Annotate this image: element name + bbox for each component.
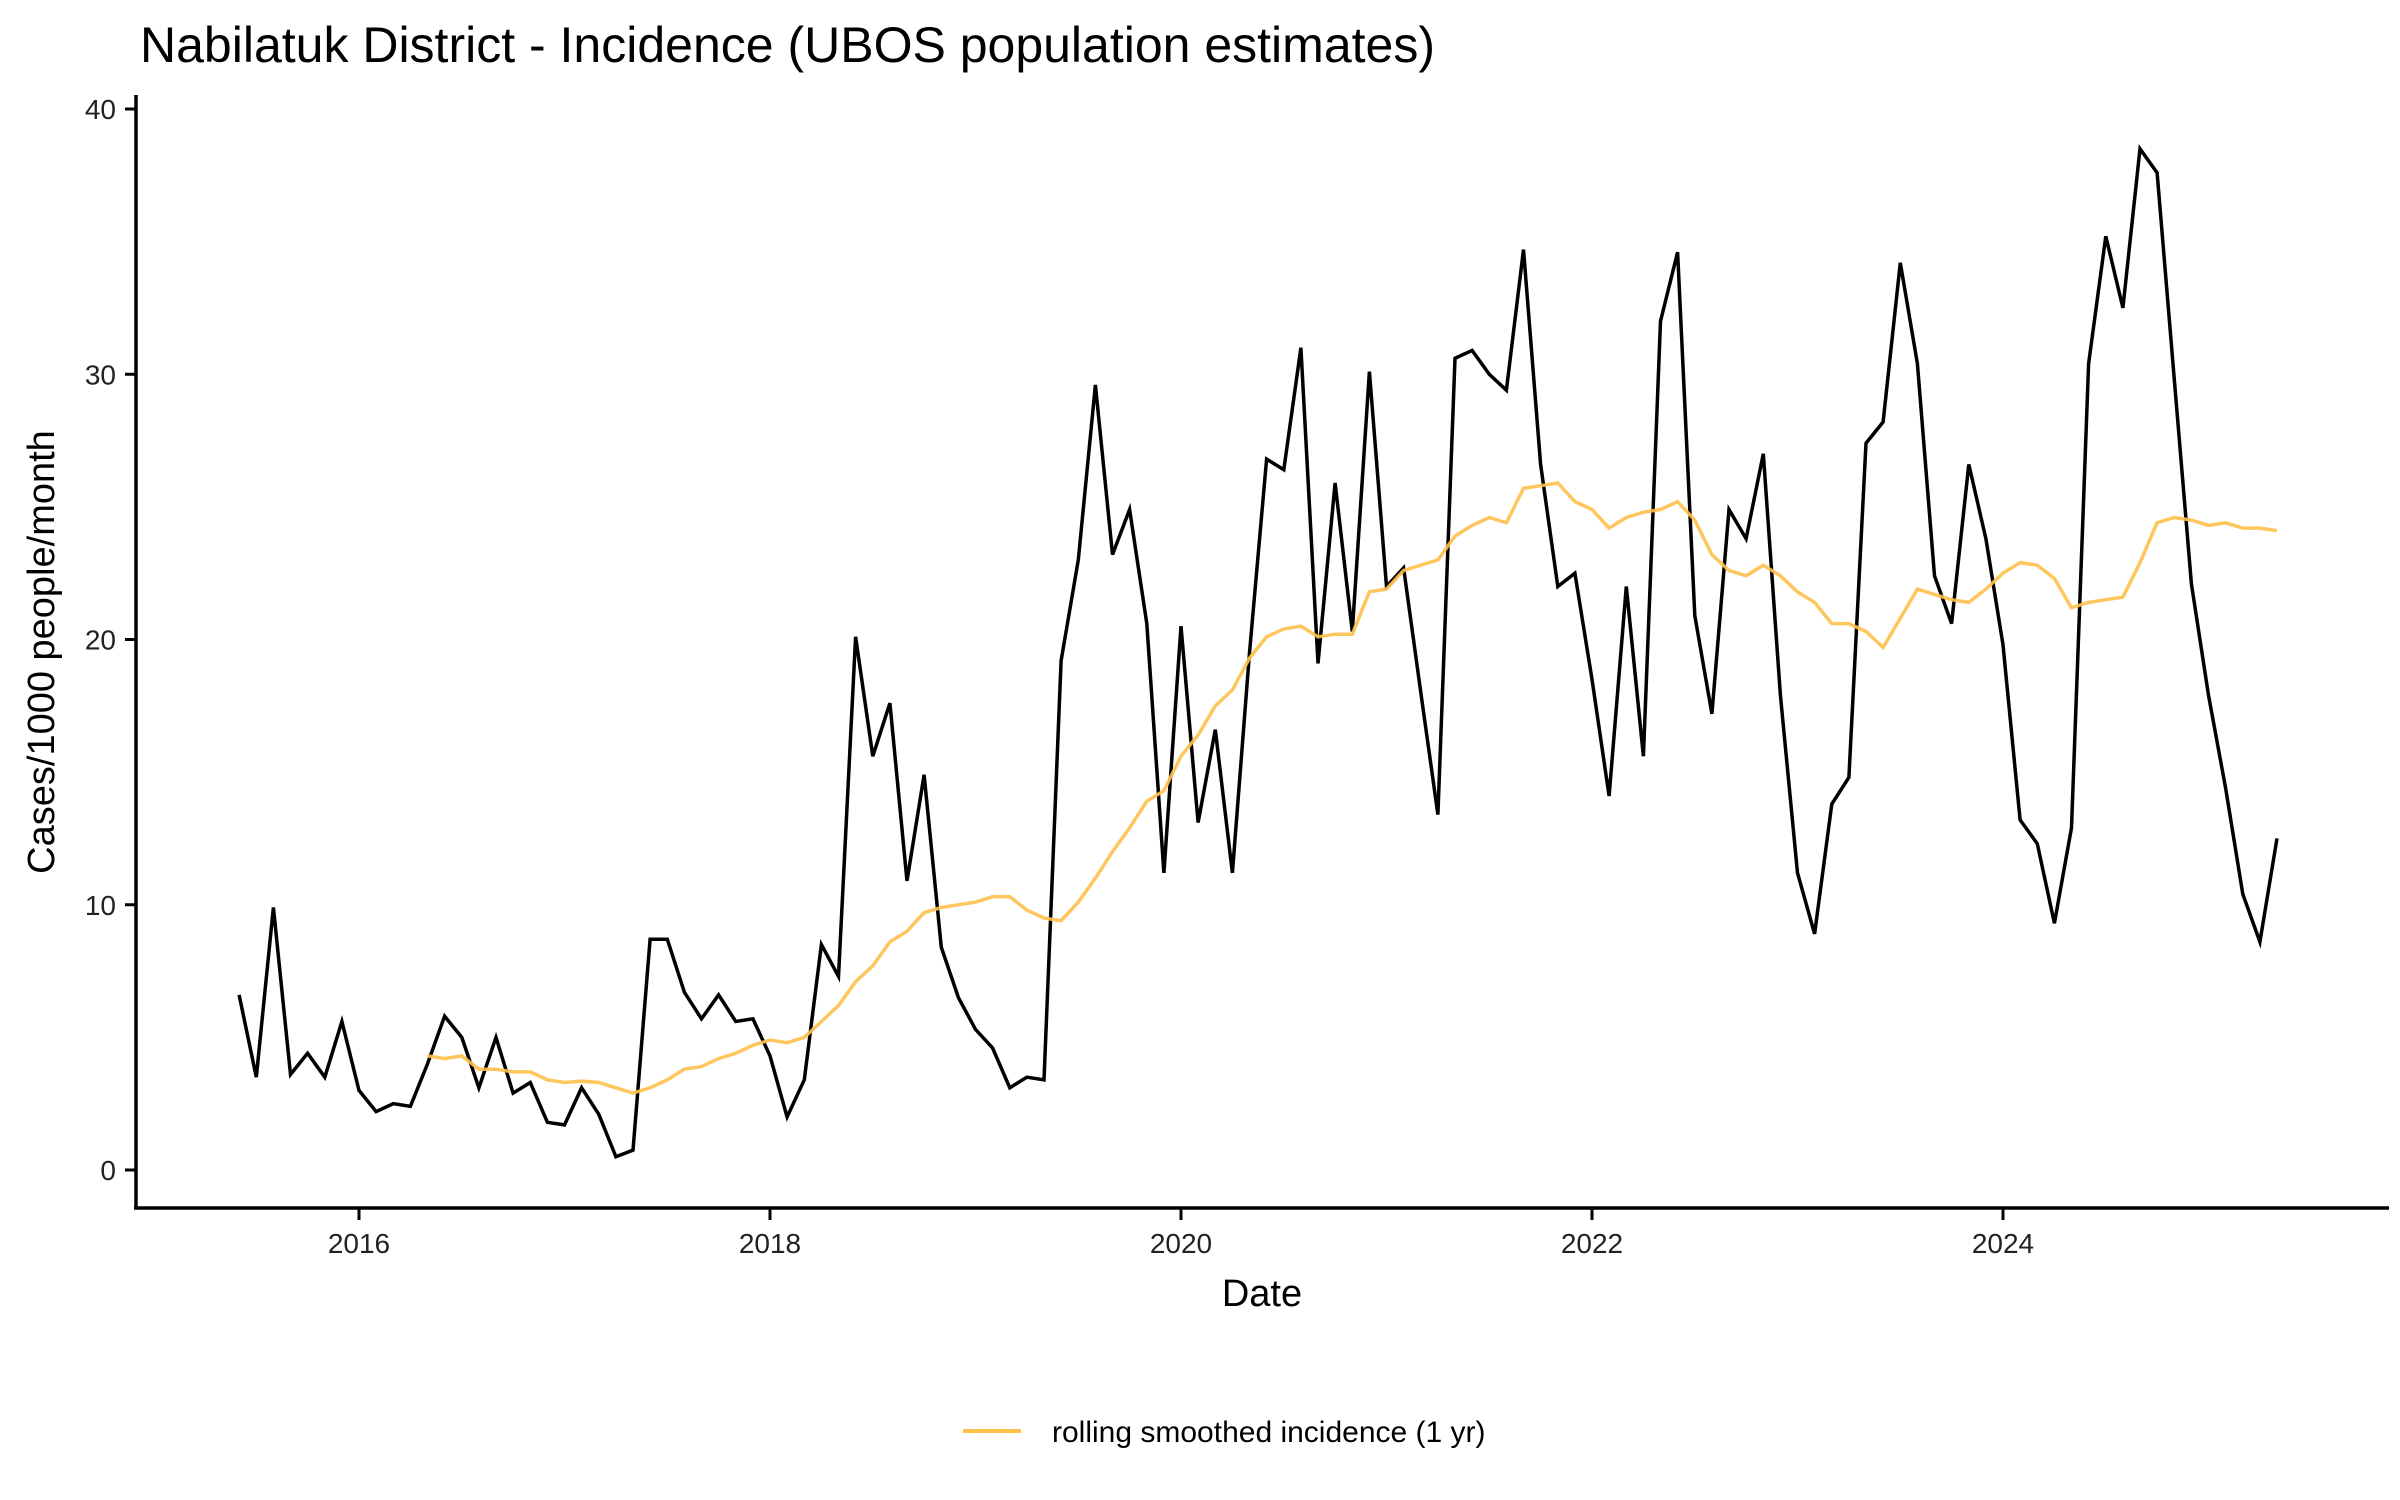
series-line-smoothed [427,481,2278,1095]
y-tick-label: 10 [85,890,116,921]
legend-label-smoothed: rolling smoothed incidence (1 yr) [1052,1416,1486,1449]
plot-area [237,144,2279,1159]
y-axis-title: Cases/1000 people/month [21,430,63,874]
x-tick-label: 2016 [328,1228,390,1259]
x-tick-label: 2020 [1150,1228,1212,1259]
y-tick-label: 30 [85,359,116,390]
y-ticks: 0 10 20 30 40 [85,94,136,1186]
x-tick-label: 2024 [1972,1228,2034,1259]
y-tick-label: 0 [100,1155,116,1186]
series-layer [237,144,2279,1159]
x-tick-label: 2022 [1561,1228,1623,1259]
chart-title: Nabilatuk District - Incidence (UBOS pop… [140,17,1435,73]
x-ticks: 2016 2018 2020 2022 2024 [328,1208,2034,1259]
x-axis-title: Date [1222,1273,1302,1315]
x-tick-label: 2018 [739,1228,801,1259]
legend: rolling smoothed incidence (1 yr) [963,1416,1486,1449]
y-tick-label: 40 [85,94,116,125]
y-tick-label: 20 [85,625,116,656]
series-line-incidence [237,144,2279,1159]
